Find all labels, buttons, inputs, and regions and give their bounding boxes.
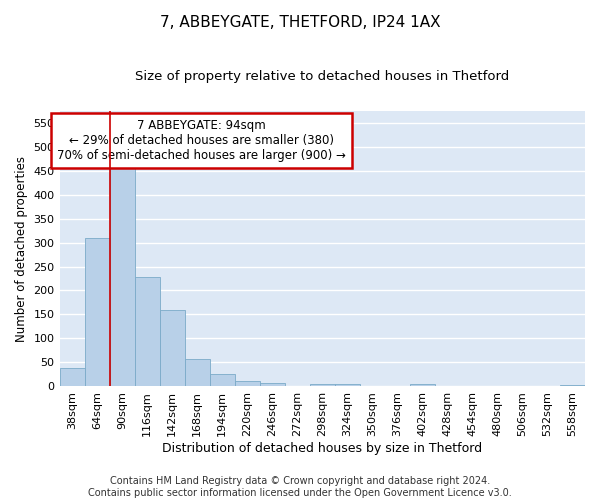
Bar: [110, 167, 134, 386]
Bar: [160, 310, 185, 386]
Bar: [209, 374, 235, 386]
Bar: [235, 381, 260, 386]
Title: Size of property relative to detached houses in Thetford: Size of property relative to detached ho…: [135, 70, 509, 83]
Bar: [410, 384, 435, 386]
Text: 7 ABBEYGATE: 94sqm
← 29% of detached houses are smaller (380)
70% of semi-detach: 7 ABBEYGATE: 94sqm ← 29% of detached hou…: [57, 119, 346, 162]
X-axis label: Distribution of detached houses by size in Thetford: Distribution of detached houses by size …: [162, 442, 482, 455]
Bar: [134, 277, 160, 386]
Bar: [260, 382, 285, 386]
Text: 7, ABBEYGATE, THETFORD, IP24 1AX: 7, ABBEYGATE, THETFORD, IP24 1AX: [160, 15, 440, 30]
Y-axis label: Number of detached properties: Number of detached properties: [15, 156, 28, 342]
Bar: [59, 368, 85, 386]
Bar: [310, 384, 335, 386]
Bar: [335, 384, 360, 386]
Bar: [560, 384, 585, 386]
Bar: [85, 238, 110, 386]
Text: Contains HM Land Registry data © Crown copyright and database right 2024.
Contai: Contains HM Land Registry data © Crown c…: [88, 476, 512, 498]
Bar: [185, 358, 209, 386]
